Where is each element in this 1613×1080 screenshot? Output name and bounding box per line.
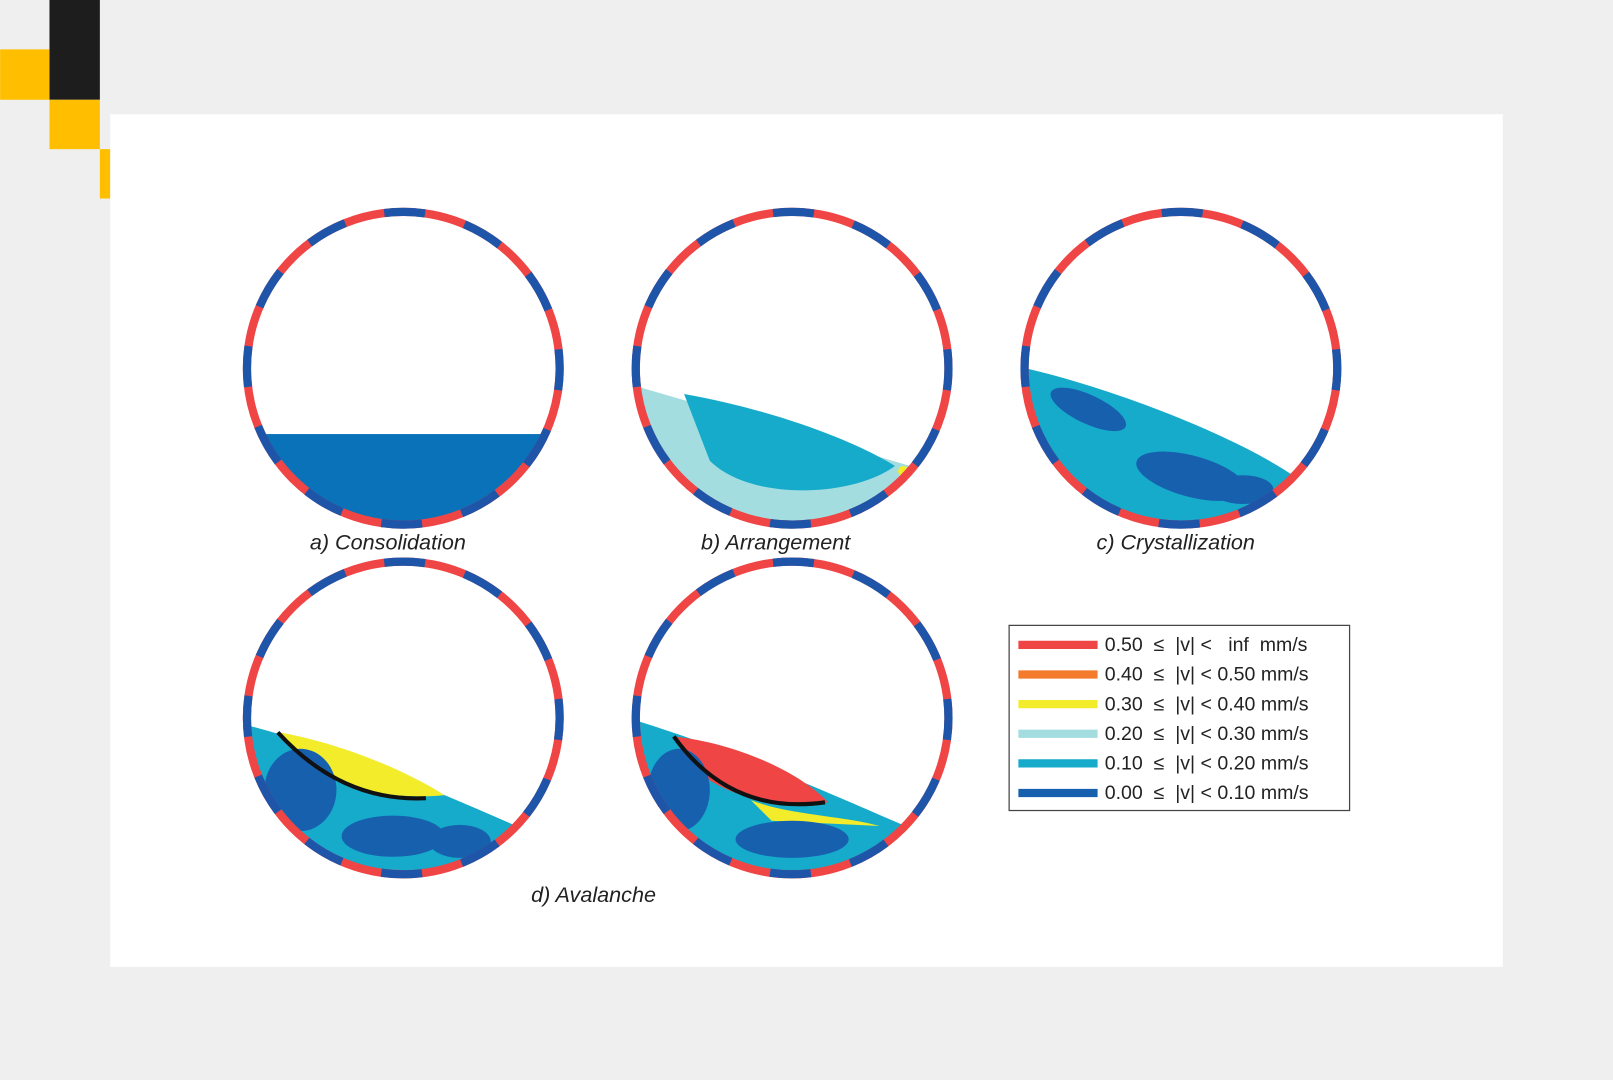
deco-square	[49, 0, 100, 100]
disk-b	[618, 194, 966, 574]
caption: c) Crystallization	[1097, 529, 1255, 554]
disk-d2	[618, 544, 966, 924]
caption: a) Consolidation	[310, 529, 466, 554]
legend-label: 0.20 ≤ |v| < 0.30 mm/s	[1105, 723, 1309, 745]
disk-d1	[229, 544, 577, 924]
caption: d) Avalanche	[531, 882, 656, 907]
deco-square	[49, 99, 100, 150]
legend-label: 0.10 ≤ |v| < 0.20 mm/s	[1105, 753, 1309, 775]
deco-square	[0, 49, 50, 100]
legend-label: 0.30 ≤ |v| < 0.40 mm/s	[1105, 693, 1309, 715]
legend: 0.50 ≤ |v| < inf mm/s 0.40 ≤ |v| < 0.50 m…	[1018, 634, 1309, 804]
legend-box	[1008, 624, 1351, 812]
legend-label: 0.40 ≤ |v| < 0.50 mm/s	[1105, 664, 1309, 686]
legend-label: 0.50 ≤ |v| < inf mm/s	[1105, 634, 1308, 656]
caption: b) Arrangement	[701, 529, 851, 554]
legend-label: 0.00 ≤ |v| < 0.10 mm/s	[1105, 782, 1309, 804]
